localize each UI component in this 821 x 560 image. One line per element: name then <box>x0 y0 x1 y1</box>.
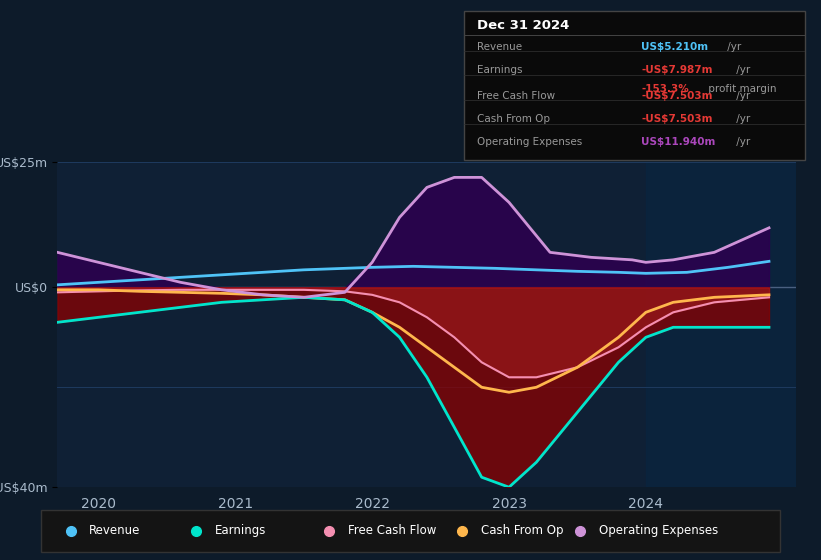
Text: /yr: /yr <box>733 91 750 101</box>
Text: Revenue: Revenue <box>89 524 140 537</box>
Text: US$5.210m: US$5.210m <box>641 43 709 53</box>
Text: Free Cash Flow: Free Cash Flow <box>348 524 436 537</box>
Text: -US$7.987m: -US$7.987m <box>641 64 713 74</box>
Text: Revenue: Revenue <box>478 43 523 53</box>
Text: -US$7.503m: -US$7.503m <box>641 91 713 101</box>
Bar <box>646 162 796 487</box>
Text: Dec 31 2024: Dec 31 2024 <box>478 18 570 31</box>
FancyBboxPatch shape <box>464 11 805 160</box>
Text: /yr: /yr <box>733 137 750 147</box>
FancyBboxPatch shape <box>41 510 780 552</box>
Text: Cash From Op: Cash From Op <box>481 524 563 537</box>
Text: Earnings: Earnings <box>215 524 266 537</box>
Text: -153.3%: -153.3% <box>641 84 689 94</box>
Text: -US$7.503m: -US$7.503m <box>641 114 713 124</box>
Text: /yr: /yr <box>733 114 750 124</box>
Text: US$11.940m: US$11.940m <box>641 137 715 147</box>
Text: Earnings: Earnings <box>478 64 523 74</box>
Text: Cash From Op: Cash From Op <box>478 114 551 124</box>
Text: profit margin: profit margin <box>705 84 777 94</box>
Text: /yr: /yr <box>724 43 741 53</box>
Text: Free Cash Flow: Free Cash Flow <box>478 91 556 101</box>
Text: Operating Expenses: Operating Expenses <box>599 524 718 537</box>
Text: Operating Expenses: Operating Expenses <box>478 137 583 147</box>
Text: /yr: /yr <box>733 64 750 74</box>
